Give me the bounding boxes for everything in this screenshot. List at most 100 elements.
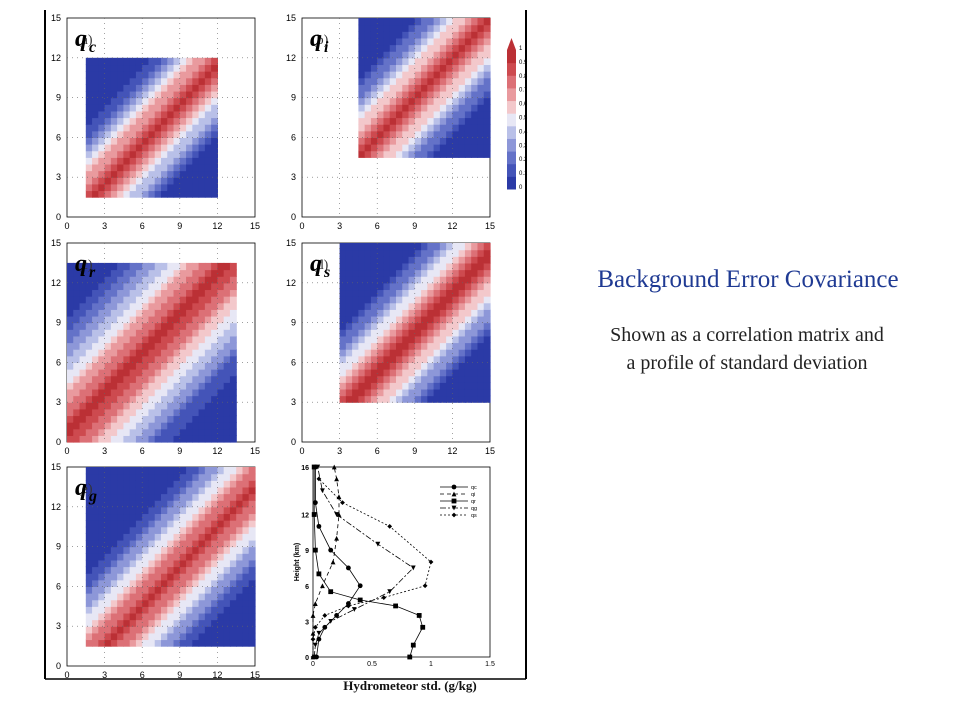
heatmap-cell — [123, 593, 131, 601]
heatmap-cell — [433, 243, 441, 251]
heatmap-cell — [377, 137, 385, 145]
heatmap-cell — [358, 395, 366, 403]
heatmap-cell — [439, 349, 447, 357]
heatmap-cell — [396, 269, 403, 277]
heatmap-cell — [154, 619, 162, 627]
heatmap-cell — [192, 513, 200, 521]
heatmap-cell — [452, 104, 460, 112]
heatmap-cell — [421, 243, 428, 251]
heatmap-cell — [135, 355, 143, 363]
heatmap-cell — [223, 329, 231, 337]
heatmap-cell — [186, 190, 193, 198]
heatmap-cell — [179, 566, 187, 574]
heatmap-cell — [358, 97, 366, 105]
heatmap-cell — [117, 480, 124, 488]
heatmap-cell — [377, 37, 385, 46]
heatmap-cell — [464, 57, 472, 66]
heatmap-cell — [192, 533, 200, 541]
heatmap-cell — [173, 57, 181, 66]
heatmap-cell — [148, 639, 156, 647]
heatmap-cell — [211, 422, 218, 430]
heatmap-cell — [364, 302, 372, 310]
heatmap-cell — [211, 157, 218, 165]
heatmap-cell — [211, 382, 218, 390]
heatmap-cell — [198, 500, 206, 508]
heatmap-cell — [161, 435, 168, 443]
heatmap-cell — [148, 110, 156, 119]
heatmap-cell — [414, 329, 422, 337]
heatmap-cell — [439, 329, 447, 337]
heatmap-cell — [408, 302, 416, 310]
heatmap-cell — [167, 486, 175, 495]
heatmap-cell — [110, 90, 118, 99]
panel-label: (a)q c — [75, 26, 96, 56]
heatmap-cell — [414, 335, 422, 344]
heatmap-cell — [110, 183, 118, 192]
heatmap-cell — [73, 369, 81, 377]
heatmap-cell — [110, 269, 118, 277]
heatmap-cell — [483, 349, 491, 357]
colorbar-segment — [507, 62, 516, 76]
heatmap-cell — [414, 124, 422, 132]
marker-point — [316, 636, 322, 642]
heatmap-cell — [402, 90, 410, 99]
heatmap-cell — [198, 559, 206, 568]
heatmap-cell — [427, 117, 435, 125]
heatmap-cell — [186, 559, 193, 568]
heatmap-cell — [186, 322, 193, 330]
heatmap-cell — [142, 435, 150, 443]
heatmap-cell — [98, 104, 106, 112]
heatmap-cell — [192, 639, 200, 647]
heatmap-cell — [242, 566, 250, 574]
heatmap-cells — [85, 57, 218, 198]
heatmap-cell — [433, 342, 441, 350]
heatmap-cell — [161, 586, 168, 594]
heatmap-cell — [117, 486, 124, 495]
heatmap-cell — [161, 415, 168, 423]
heatmap-cell — [104, 302, 112, 310]
heatmap-cell — [148, 144, 156, 152]
heatmap-cell — [161, 157, 168, 165]
heatmap-cell — [98, 130, 106, 138]
heatmap-cell — [117, 276, 124, 284]
heatmap-cell — [148, 130, 156, 138]
heatmap-cell — [186, 355, 193, 363]
heatmap-cell — [135, 382, 143, 390]
heatmap-cell — [123, 170, 131, 178]
heatmap-cell — [73, 408, 81, 417]
heatmap-cell — [211, 77, 218, 85]
heatmap-cell — [414, 289, 422, 297]
heatmap-cell — [477, 77, 485, 85]
heatmap-cell — [179, 355, 187, 363]
heatmap-cell — [389, 110, 397, 119]
heatmap-cell — [79, 342, 87, 350]
heatmap-cell — [396, 124, 403, 132]
heatmap-cell — [433, 296, 441, 304]
heatmap-cell — [135, 486, 143, 495]
heatmap-cell — [217, 342, 225, 350]
marker-point — [320, 583, 325, 589]
heatmap-cell — [85, 388, 93, 397]
heatmap-cell — [223, 500, 231, 508]
heatmap-cell — [377, 31, 385, 39]
heatmap-cell — [129, 375, 137, 383]
heatmap-cell — [248, 579, 256, 587]
heatmap-cell — [117, 573, 124, 581]
heatmap-cell — [345, 243, 353, 251]
heatmap-cell — [161, 71, 168, 79]
heatmap-cell — [142, 422, 150, 430]
heatmap-cell — [98, 190, 106, 198]
heatmap-cell — [192, 150, 200, 158]
heatmap-cell — [85, 84, 93, 92]
heatmap-cell — [458, 57, 466, 66]
heatmap-cell — [236, 506, 244, 515]
heatmap-cell — [179, 137, 187, 145]
heatmap-cell — [421, 104, 428, 112]
heatmap-cell — [402, 256, 410, 264]
heatmap-cell — [427, 44, 435, 52]
heatmap-cell — [483, 117, 491, 125]
heatmap-cell — [471, 84, 479, 92]
heatmap-cell — [446, 130, 453, 138]
heatmap-cell — [161, 104, 168, 112]
heatmap-cell — [173, 382, 181, 390]
